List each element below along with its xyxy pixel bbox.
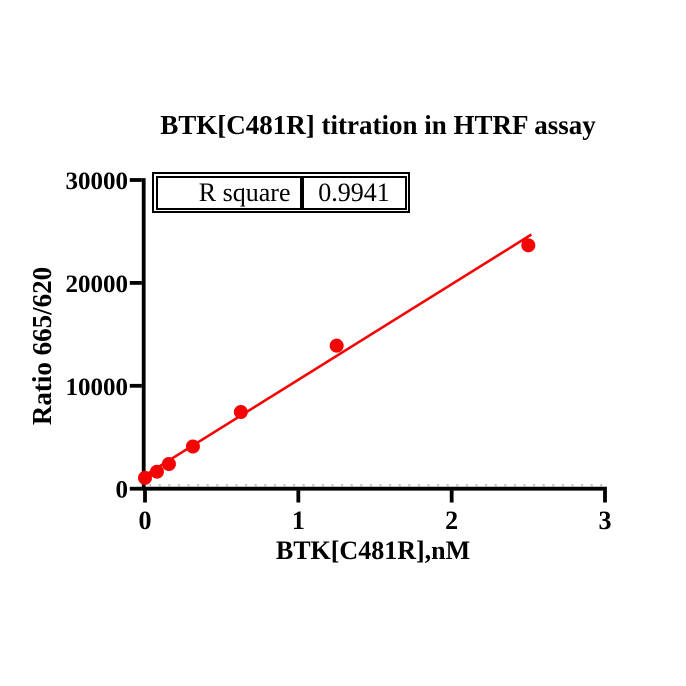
r-square-table: R square 0.9941 xyxy=(152,172,410,213)
x-axis-label: BTK[C481R],nM xyxy=(275,536,471,565)
data-point xyxy=(161,457,176,472)
x-tick-label: 3 xyxy=(599,506,612,535)
data-point xyxy=(185,439,200,454)
y-axis-label: Ratio 665/620 xyxy=(27,266,57,426)
data-point xyxy=(329,338,344,353)
data-point xyxy=(233,405,248,420)
x-tick-label: 2 xyxy=(445,506,458,535)
data-point xyxy=(138,470,152,485)
y-tick-label: 10000 xyxy=(66,374,129,401)
r-square-value: 0.9941 xyxy=(301,175,407,210)
x-tick-label: 0 xyxy=(139,506,152,535)
data-point xyxy=(521,238,536,253)
chart-title: BTK[C481R] titration in HTRF assay xyxy=(160,110,596,140)
y-tick-label: 20000 xyxy=(66,271,129,298)
x-tick-label: 1 xyxy=(292,506,305,535)
y-tick-label: 0 xyxy=(116,477,129,504)
fit-line xyxy=(144,233,533,477)
y-tick-label: 30000 xyxy=(66,168,129,195)
data-point xyxy=(149,464,164,479)
r-square-label: R square xyxy=(155,175,302,210)
